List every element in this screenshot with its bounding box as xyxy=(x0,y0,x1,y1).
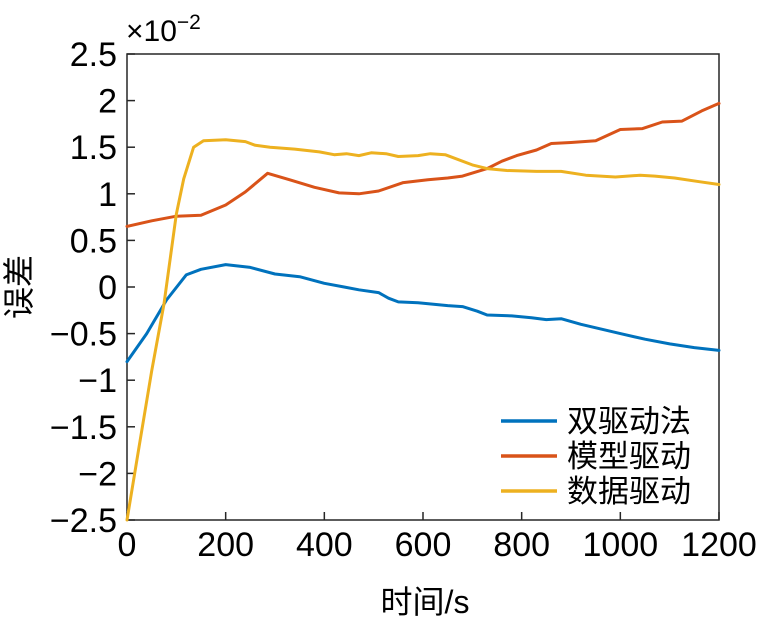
y-tick-label: 0 xyxy=(98,269,117,307)
x-tick-label: 400 xyxy=(296,526,353,564)
y-tick-label: −1 xyxy=(78,362,117,400)
y-tick-label: 0.5 xyxy=(70,222,117,260)
y-tick-label: 1 xyxy=(98,176,117,214)
y-tick-label: −2.5 xyxy=(50,502,117,540)
x-tick-label: 200 xyxy=(197,526,254,564)
x-tick-label: 1200 xyxy=(681,526,757,564)
y-axis-exponent-label: ×10−2 xyxy=(126,11,201,48)
y-tick-label: −2 xyxy=(78,455,117,493)
y-axis-title: 误差 xyxy=(1,255,37,319)
x-tick-label: 600 xyxy=(395,526,452,564)
legend-label: 数据驱动 xyxy=(567,474,691,509)
axis-ticks: 0 200 400 600 800 1000 1200 2.5 2 1.5 1 0.5 0 −0.5 −1 −… xyxy=(50,36,757,564)
series-line-模型驱动 xyxy=(125,101,721,228)
series-line-数据驱动 xyxy=(125,138,721,522)
x-tick-label: 1000 xyxy=(583,526,659,564)
x-tick-label: 800 xyxy=(493,526,550,564)
x-axis-title: 时间/s xyxy=(381,584,470,620)
series-line-双驱动法 xyxy=(125,263,721,364)
legend-label: 模型驱动 xyxy=(567,439,691,474)
data-series xyxy=(125,101,721,522)
y-tick-label: 1.5 xyxy=(70,129,117,167)
legend-label: 双驱动法 xyxy=(567,404,691,439)
x-tick-label: 0 xyxy=(118,526,137,564)
y-tick-label: −1.5 xyxy=(50,409,117,447)
y-tick-label: 2 xyxy=(98,83,117,121)
y-tick-label: −0.5 xyxy=(50,316,117,354)
y-tick-label: 2.5 xyxy=(70,36,117,74)
